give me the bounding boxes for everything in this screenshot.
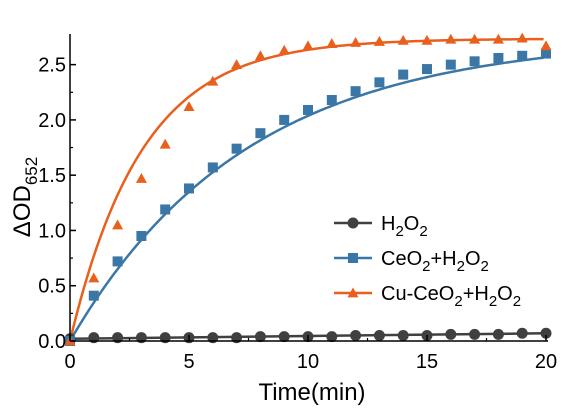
y-tick-label: 1.5: [38, 165, 66, 187]
series-3-point: [397, 34, 409, 45]
series-2-point: [541, 48, 551, 59]
series-2-point: [445, 59, 456, 70]
series-2-point: [493, 53, 504, 64]
series-3-point: [278, 44, 290, 55]
legend: H2O2 CeO2+H2O2 Cu-CeO2+H2O2: [334, 213, 521, 310]
series-2-point: [112, 256, 123, 267]
y-tick-label: 1.0: [38, 220, 66, 242]
series-2-point: [279, 114, 290, 125]
series-1-point: [540, 327, 552, 339]
series-2-point: [160, 204, 171, 215]
series-3-point: [516, 32, 528, 43]
series-3-point: [469, 33, 481, 44]
y-axis-title: ΔOD652: [9, 157, 41, 237]
series-3-point: [302, 40, 314, 51]
series-3-point: [326, 38, 338, 49]
legend-label: Cu-CeO2+H2O2: [381, 283, 521, 310]
series-2-fit-line: [70, 56, 544, 341]
x-tick-label: 20: [535, 351, 557, 373]
series-2-point: [303, 104, 313, 115]
series-3-point: [445, 33, 457, 44]
series-1-point: [350, 329, 362, 341]
series-3-point: [373, 35, 385, 46]
y-tick-label: 0.5: [38, 276, 66, 298]
x-tick-label: 15: [416, 351, 438, 373]
series-1-point: [278, 331, 290, 343]
series-3-point: [492, 33, 504, 44]
series-3-point: [421, 34, 433, 45]
legend-label: CeO2+H2O2: [381, 248, 489, 275]
series-3-point: [183, 101, 195, 112]
y-tick-label: 0.0: [38, 331, 66, 353]
series-2-point: [326, 95, 337, 106]
y-tick-label: 2.0: [38, 110, 66, 132]
series-3-point: [112, 219, 124, 230]
series-2-point: [398, 69, 409, 80]
series-3-point: [207, 75, 219, 86]
series-2-point: [184, 183, 194, 194]
legend-marker: [347, 287, 359, 298]
series-1-point: [254, 331, 266, 343]
series-1-point: [326, 331, 338, 343]
x-axis-title: Time(min): [258, 379, 365, 406]
y-tick-label: 2.5: [38, 55, 66, 77]
series-3-point: [135, 172, 147, 183]
series-2-point: [231, 143, 242, 154]
series-3-point: [88, 272, 100, 283]
series-2-point: [88, 290, 99, 301]
series-1-point: [492, 328, 504, 340]
series-2-point: [255, 128, 266, 139]
series-3-point: [540, 40, 552, 51]
legend-label: H2O2: [381, 213, 428, 240]
series-1-point: [445, 328, 457, 340]
series-1-point: [373, 329, 385, 341]
series-3-point: [159, 138, 171, 149]
series-2-point: [422, 64, 432, 75]
series-3-point: [231, 59, 243, 70]
series-3-point: [254, 50, 266, 61]
series-2-point: [469, 56, 480, 67]
series-1-point: [516, 327, 528, 339]
axes: 0 5 10 15 20 0.0 0.5 1.0 1.5 2.0 2.5: [38, 34, 557, 373]
series-2-point: [517, 50, 528, 61]
x-tick-label: 0: [64, 351, 75, 373]
x-tick-label: 10: [297, 351, 319, 373]
y-axis-title-main: ΔOD: [9, 185, 36, 237]
series-3-point: [350, 37, 362, 47]
y-axis-title-subscript: 652: [22, 157, 41, 185]
series-1-point: [397, 329, 409, 341]
legend-marker: [348, 253, 358, 263]
series-1-point: [469, 328, 481, 340]
series-2-point: [136, 230, 147, 241]
series-2-point: [350, 86, 361, 97]
legend-marker: [347, 217, 359, 229]
series-2-point: [207, 162, 218, 173]
series-2-point: [374, 77, 385, 88]
x-tick-label: 5: [183, 351, 194, 373]
